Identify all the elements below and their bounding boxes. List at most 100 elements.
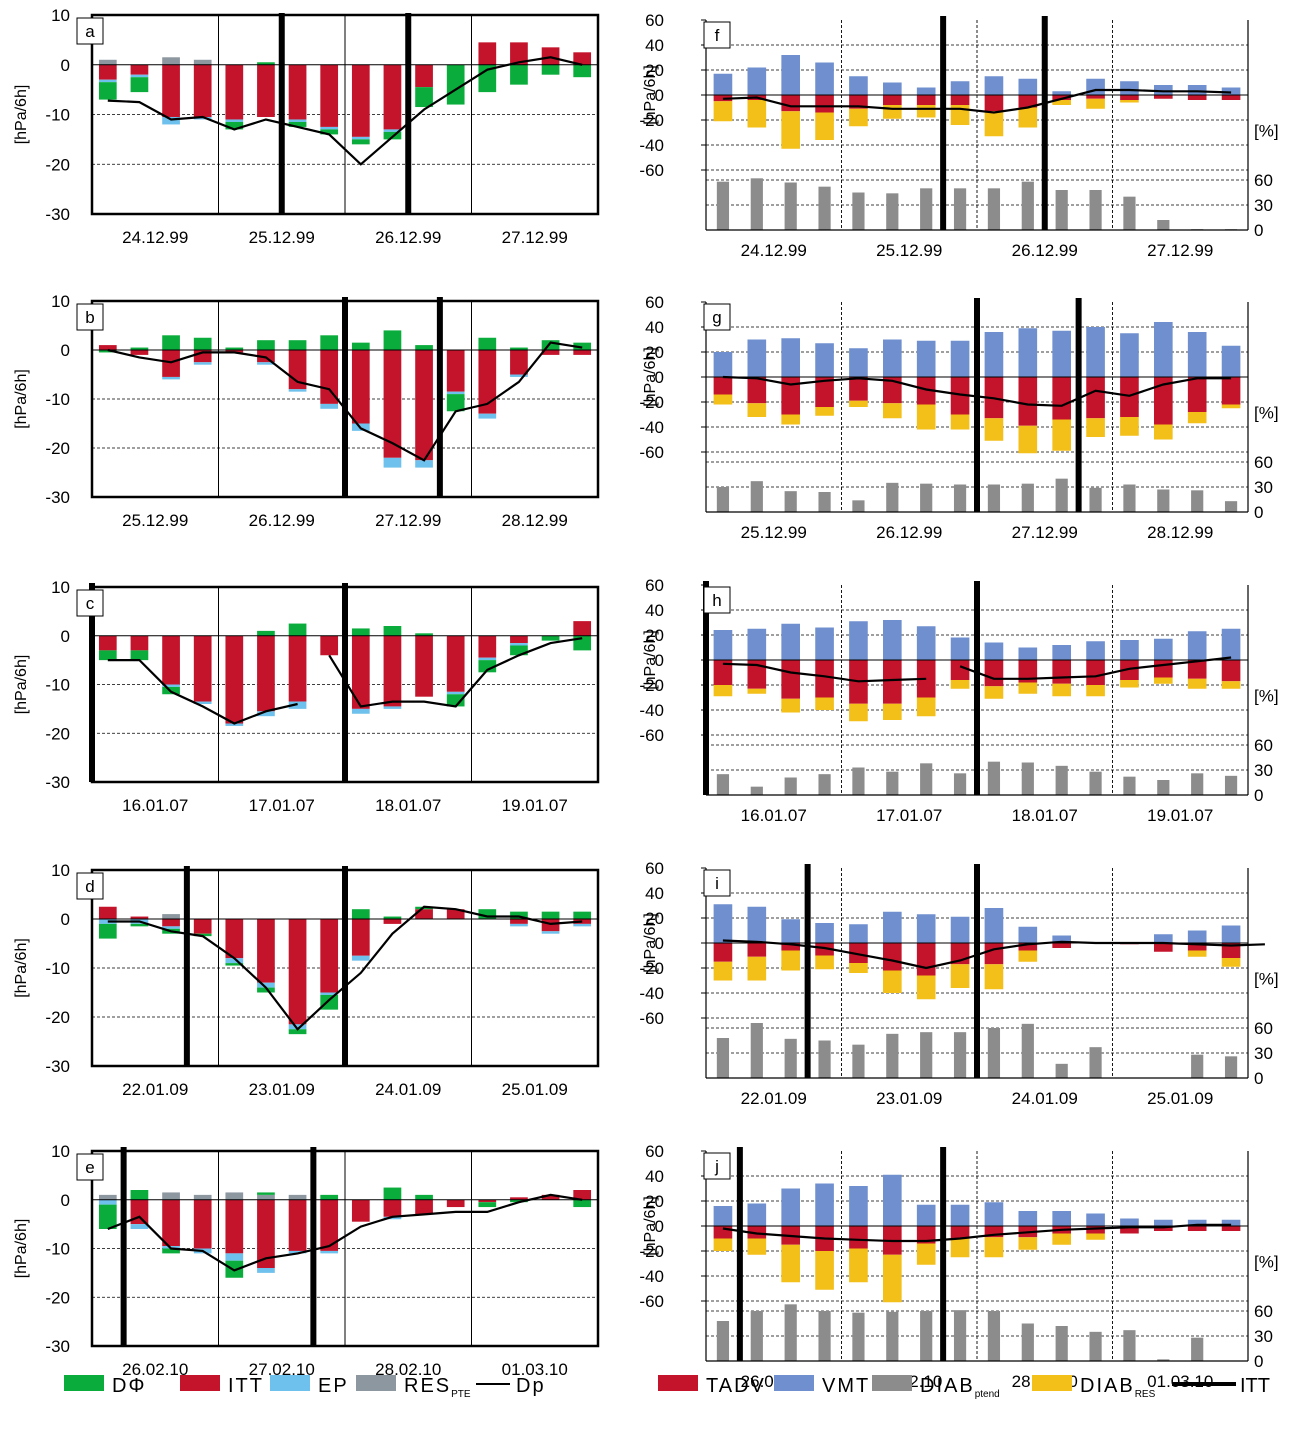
diab-ptend-bar: [953, 188, 967, 230]
res-pte-bar: [193, 1194, 212, 1200]
itt-bar: [162, 635, 180, 685]
y-tick-label: 20: [645, 61, 664, 80]
tadv-bar: [849, 377, 868, 401]
date-label: 24.12.99: [741, 241, 807, 260]
y-tick-label: -10: [45, 390, 70, 409]
diab-ptend-bar: [886, 482, 899, 512]
itt-bar: [257, 1199, 275, 1268]
vmt-bar: [1153, 85, 1173, 95]
dphi-bar: [541, 64, 560, 75]
date-label: 26.12.99: [375, 228, 441, 247]
dphi-bar: [573, 342, 592, 350]
diab-ptend-bar: [1157, 1359, 1170, 1361]
y-tick-label: 60: [645, 859, 664, 878]
y-tick-label: 40: [645, 601, 664, 620]
diab-res-bar: [1052, 100, 1072, 105]
res-pte-bar: [98, 59, 117, 65]
vmt-bar: [1187, 85, 1207, 95]
legend: DΦ ITT EP RESPTE Dp TADV VMT DIABptend DIABRES IT…: [64, 1375, 1270, 1400]
diab-ptend-bar: [1224, 775, 1238, 795]
tadv-bar: [781, 377, 801, 415]
res-pte-bar: [257, 1194, 275, 1200]
diab-res-bar: [950, 680, 970, 689]
legend-right-4-label: ITT: [1240, 1375, 1270, 1397]
diab-res-bar: [984, 418, 1004, 441]
percent-tick-label: 60: [1254, 1019, 1273, 1038]
vmt-bar: [950, 637, 970, 660]
itt-bar: [162, 919, 180, 927]
plot-frame: [90, 13, 600, 216]
legend-left-3-swatch: [356, 1375, 396, 1391]
vmt-bar: [882, 911, 902, 943]
vmt-bar: [713, 904, 733, 943]
y-tick-label: 0: [655, 651, 664, 670]
ep-bar: [130, 74, 149, 78]
date-label: 26.12.99: [249, 511, 315, 530]
y-tick-label: 10: [51, 6, 70, 25]
diab-ptend-bar: [1055, 1326, 1068, 1361]
vmt-bar: [849, 924, 868, 943]
tadv-bar: [1221, 1226, 1241, 1231]
vmt-bar: [1018, 78, 1038, 95]
diab-ptend-bar: [1089, 1047, 1102, 1078]
diab-res-bar: [1018, 425, 1038, 454]
date-label: 24.12.99: [122, 228, 188, 247]
diab-res-bar: [1018, 682, 1038, 694]
date-label: 25.12.99: [122, 511, 188, 530]
vmt-bar: [916, 914, 936, 943]
y-tick-label: 40: [645, 1167, 664, 1186]
diab-res-bar: [882, 403, 902, 419]
vmt-bar: [713, 1206, 733, 1226]
dphi-bar: [446, 64, 465, 105]
diab-ptend-bar: [1021, 1023, 1034, 1078]
diab-ptend-bar: [1055, 1063, 1068, 1078]
dphi-bar: [98, 923, 117, 939]
tadv-bar: [1120, 377, 1139, 417]
legend-right-3-swatch: [1032, 1375, 1072, 1391]
itt-bar: [510, 919, 528, 924]
itt-bar: [446, 350, 465, 392]
diab-res-bar: [781, 414, 801, 425]
panel-letter: b: [85, 308, 94, 327]
vmt-bar: [984, 76, 1004, 95]
percent-axis-label: [%]: [1254, 1252, 1279, 1271]
itt-bar: [225, 350, 244, 353]
dphi-bar: [573, 635, 592, 651]
res-pte-bar: [162, 914, 180, 919]
diab-res-bar: [1086, 418, 1105, 437]
dphi-bar: [351, 139, 370, 145]
dp-line: [107, 1193, 583, 1272]
tadv-bar: [1086, 660, 1105, 685]
date-label: 26.02.10: [122, 1360, 188, 1379]
date-label: 16.01.07: [122, 796, 188, 815]
diab-ptend-bar: [1157, 780, 1170, 795]
ep-bar: [130, 1224, 149, 1229]
tadv-bar: [1153, 1226, 1173, 1231]
y-tick-label: -30: [45, 488, 70, 507]
y-tick-label: 60: [645, 1142, 664, 1161]
tadv-bar: [1187, 95, 1207, 100]
ep-bar: [320, 992, 339, 995]
vmt-bar: [849, 76, 868, 95]
vmt-bar: [849, 621, 868, 660]
dphi-bar: [288, 1029, 307, 1035]
date-label: 17.01.07: [876, 806, 942, 825]
legend-left-1-swatch: [180, 1375, 220, 1391]
diab-ptend-bar: [784, 1038, 797, 1078]
res-pte-bar: [225, 1192, 244, 1200]
itt-bar: [541, 1194, 560, 1200]
tadv-bar: [950, 377, 970, 415]
tadv-bar: [781, 660, 801, 699]
vmt-bar: [1086, 1213, 1105, 1226]
vmt-bar: [815, 923, 834, 943]
itt-bar: [98, 64, 117, 80]
y-tick-label: -30: [45, 1337, 70, 1356]
dphi-bar: [320, 335, 339, 350]
itt-bar: [415, 909, 433, 919]
ep-bar: [257, 711, 275, 717]
dphi-bar: [383, 330, 402, 350]
diab-res-bar: [849, 703, 868, 722]
diab-ptend-bar: [1089, 190, 1102, 230]
itt-bar: [351, 635, 370, 709]
diab-ptend-bar: [886, 1311, 899, 1361]
